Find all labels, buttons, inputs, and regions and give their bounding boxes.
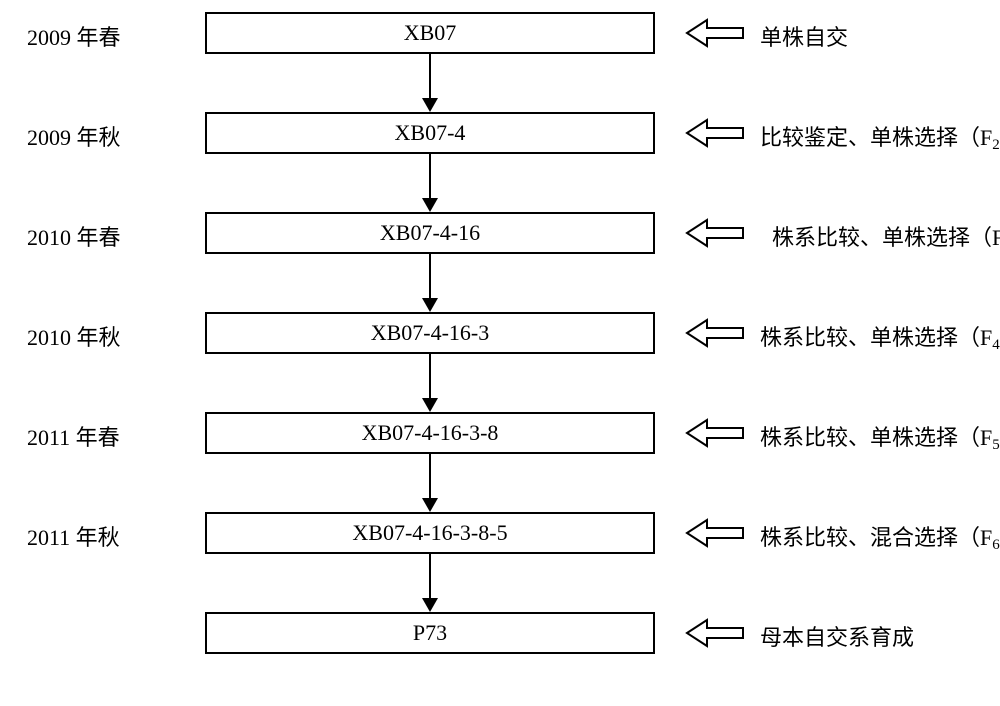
annotation-text: 单株自交 [760,25,848,50]
pointer-arrow [685,118,745,148]
year-label: 2010 年春 [27,220,121,252]
flow-box: XB07 [205,12,655,54]
annotation: 株系比较、单株选择（F5） [760,420,1000,452]
down-arrow [415,254,445,317]
flow-box-label: XB07-4-16 [380,220,480,246]
pointer-arrow [685,518,745,548]
subscript: 5 [992,437,1000,453]
annotation-text: 株系比较、单株选择（F [772,225,1000,250]
flow-box-label: P73 [413,620,447,646]
annotation: 比较鉴定、单株选择（F2） [760,120,1000,152]
annotation: 株系比较、混合选择（F6） [760,520,1000,552]
subscript: 4 [992,337,1000,353]
down-arrow [415,54,445,117]
flow-box-label: XB07-4-16-3-8-5 [352,520,507,546]
flow-box-label: XB07-4-16-3 [371,320,490,346]
year-label: 2010 年秋 [27,320,121,352]
pointer-arrow [685,618,745,648]
down-arrow [415,454,445,517]
year-label: 2011 年春 [27,420,120,452]
flow-box: P73 [205,612,655,654]
subscript: 2 [992,137,1000,153]
pointer-arrow [685,218,745,248]
annotation-text: 株系比较、混合选择（F [760,525,992,550]
flow-box: XB07-4 [205,112,655,154]
flow-box-label: XB07 [404,20,457,46]
down-arrow [415,354,445,417]
flow-box: XB07-4-16-3-8-5 [205,512,655,554]
year-label: 2011 年秋 [27,520,120,552]
pointer-arrow [685,418,745,448]
down-arrow [415,154,445,217]
annotation: 株系比较、单株选择（F4） [760,320,1000,352]
flowchart-container: 2009 年春 XB07 单株自交 2009 年秋 XB07-4 比较鉴定、单株选择… [0,0,1000,706]
annotation-text: 比较鉴定、单株选择（F [760,125,992,150]
annotation-text: 株系比较、单株选择（F [760,425,992,450]
flow-box-label: XB07-4-16-3-8 [362,420,499,446]
subscript: 6 [992,537,1000,553]
pointer-arrow [685,18,745,48]
annotation-text: 株系比较、单株选择（F [760,325,992,350]
flow-box: XB07-4-16 [205,212,655,254]
flow-box: XB07-4-16-3 [205,312,655,354]
annotation: 株系比较、单株选择（F3） [772,220,1000,252]
annotation: 母本自交系育成 [760,620,914,652]
down-arrow [415,554,445,617]
pointer-arrow [685,318,745,348]
flow-box-label: XB07-4 [395,120,466,146]
year-label: 2009 年春 [27,20,121,52]
annotation: 单株自交 [760,20,848,52]
flow-box: XB07-4-16-3-8 [205,412,655,454]
annotation-text: 母本自交系育成 [760,625,914,650]
year-label: 2009 年秋 [27,120,121,152]
